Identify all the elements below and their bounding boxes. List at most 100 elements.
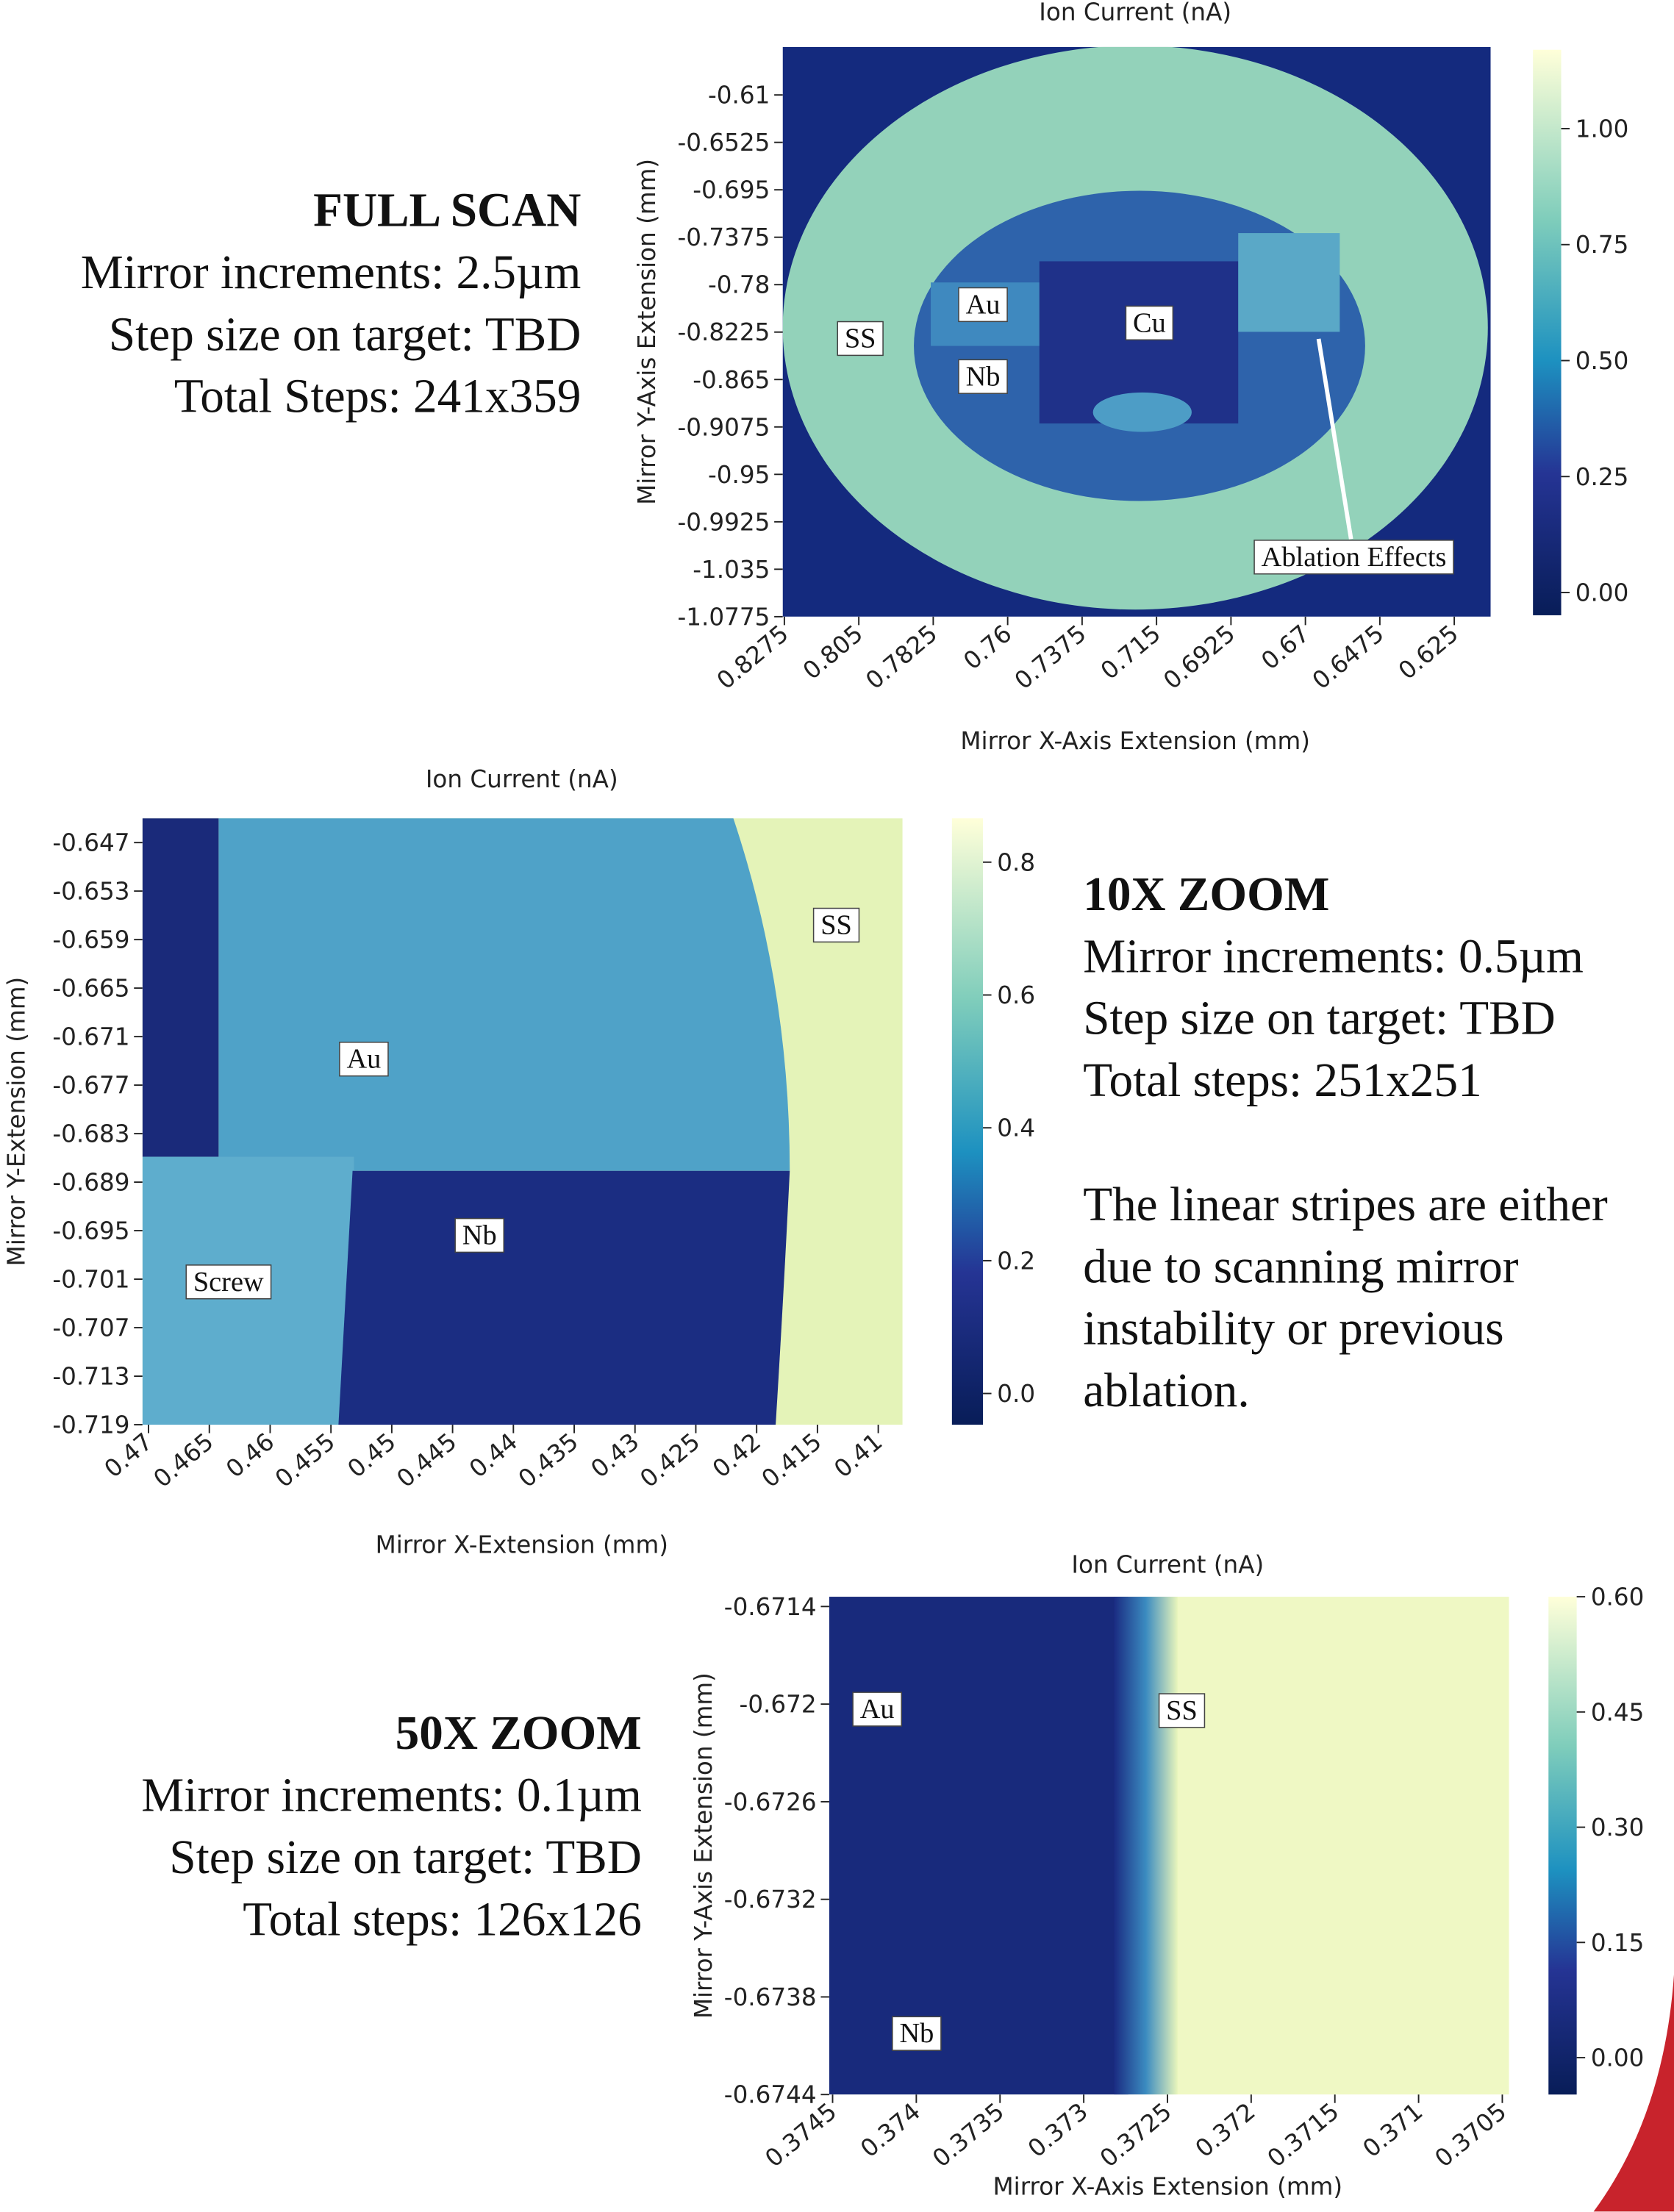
block-line: Total steps: 126x126 [243, 1893, 642, 1946]
x-tick-label: 0.425 [634, 1428, 705, 1493]
annotation-text: Cu [1133, 307, 1166, 338]
annotation: Screw [186, 1265, 271, 1299]
slide: Ion Current (nA) Mirror X-Axis Extension … [0, 0, 1674, 2212]
x-tick-label: 0.3705 [1429, 2097, 1512, 2172]
block-line: The linear stripes are either [1083, 1178, 1608, 1231]
annotation: SS [814, 909, 859, 942]
x-tick-label: 0.805 [798, 620, 868, 685]
y-tick-label: -0.695 [52, 1217, 129, 1245]
x-tick-label: 0.6925 [1158, 620, 1240, 695]
colorbar-tick-label: 0.25 [1575, 463, 1629, 491]
y-tick-label: -0.683 [52, 1120, 129, 1148]
annotation-text: Ablation Effects [1262, 542, 1447, 573]
annotation: Au [340, 1042, 388, 1076]
annotation-text: Au [966, 289, 1001, 320]
block-line: due to scanning mirror [1083, 1240, 1519, 1293]
y-axis-label: Mirror Y-Axis Extension (mm) [633, 159, 661, 505]
x-tick-label: 0.67 [1256, 620, 1314, 676]
y-tick-label: -0.61 [708, 82, 770, 110]
block-heading: 10X ZOOM [1083, 868, 1329, 921]
block-line: Mirror increments: 0.1µm [141, 1769, 642, 1822]
annotation: Ablation Effects [1254, 540, 1453, 574]
y-tick-label: -0.6744 [724, 2081, 817, 2109]
y-tick-label: -0.701 [52, 1266, 129, 1294]
y-tick-label: -0.653 [52, 878, 129, 906]
annotation: Nb [455, 1219, 504, 1253]
chart-title: Ion Current (nA) [426, 765, 618, 793]
block-line: ablation. [1083, 1364, 1249, 1417]
chart-title: Ion Current (nA) [1039, 0, 1231, 26]
annotation-text: Screw [193, 1267, 264, 1298]
colorbar [952, 818, 983, 1425]
y-tick-label: -1.0775 [678, 603, 770, 631]
x-tick-label: 0.371 [1357, 2097, 1428, 2163]
colorbar-tick-label: 0.15 [1591, 1929, 1645, 1957]
annotation: SS [1159, 1694, 1205, 1728]
y-tick-label: -0.9925 [678, 508, 770, 536]
colorbar-tick-label: 0.50 [1575, 347, 1629, 375]
y-tick-label: -0.719 [52, 1411, 129, 1439]
x-tick-label: 0.7375 [1009, 620, 1092, 695]
y-tick-label: -0.6738 [724, 1983, 817, 2011]
y-tick-label: -0.689 [52, 1169, 129, 1197]
colorbar-tick-label: 0.2 [997, 1247, 1035, 1275]
colorbar-tick-label: 0.60 [1591, 1583, 1645, 1611]
x-tick-label: 0.46 [221, 1428, 279, 1483]
x-tick-label: 0.465 [149, 1428, 219, 1493]
y-tick-label: -0.865 [693, 366, 770, 394]
y-tick-label: -0.95 [708, 461, 770, 489]
colorbar [1548, 1597, 1576, 2094]
x-tick-label: 0.41 [829, 1428, 887, 1483]
x-tick-label: 0.3735 [927, 2097, 1009, 2172]
x-tick-label: 0.455 [270, 1428, 340, 1493]
annotation: Au [853, 1692, 901, 1726]
annotation-text: SS [820, 909, 852, 940]
block-line: Step size on target: TBD [1083, 992, 1555, 1045]
x-tick-label: 0.445 [391, 1428, 462, 1493]
colorbar [1533, 50, 1561, 615]
y-tick-label: -0.672 [740, 1691, 817, 1719]
y-tick-label: -0.695 [693, 176, 770, 204]
y-tick-label: -1.035 [693, 556, 770, 584]
y-tick-label: -0.7375 [678, 223, 770, 251]
x-tick-label: 0.45 [343, 1428, 401, 1483]
block-line: Step size on target: TBD [109, 308, 581, 361]
x-tick-label: 0.415 [756, 1428, 827, 1493]
annotation-text: Au [860, 1694, 895, 1725]
annotation-text: Nb [966, 361, 1001, 392]
colorbar-tick-label: 0.4 [997, 1114, 1035, 1142]
block-heading: 50X ZOOM [396, 1707, 642, 1760]
y-tick-label: -0.6714 [724, 1593, 817, 1621]
chart-title: Ion Current (nA) [1071, 1550, 1264, 1578]
y-tick-label: -0.6732 [724, 1886, 817, 1914]
decoration [1594, 1975, 1674, 2211]
block-line: Mirror increments: 2.5µm [81, 246, 582, 299]
colorbar-tick-label: 0.8 [997, 848, 1035, 876]
x-tick-label: 0.3725 [1095, 2097, 1177, 2172]
x-tick-label: 0.6475 [1307, 620, 1389, 695]
y-tick-label: -0.8225 [678, 318, 770, 346]
colorbar-tick-label: 0.6 [997, 981, 1035, 1009]
annotation: Nb [959, 359, 1007, 393]
y-axis-label: Mirror Y-Extension (mm) [3, 977, 31, 1267]
annotation-text: Au [346, 1044, 381, 1075]
x-tick-label: 0.625 [1393, 620, 1464, 685]
colorbar-tick-label: 0.00 [1591, 2044, 1645, 2072]
y-tick-label: -0.671 [52, 1023, 129, 1051]
annotation-text: Nb [462, 1220, 497, 1250]
annotation: Au [959, 288, 1007, 322]
annotation: SS [837, 322, 883, 356]
y-tick-label: -0.647 [52, 829, 129, 857]
x-tick-label: 0.373 [1023, 2097, 1093, 2163]
block-line: Mirror increments: 0.5µm [1083, 930, 1584, 983]
block-line: Total Steps: 241x359 [174, 371, 581, 423]
y-tick-label: -0.659 [52, 926, 129, 954]
heatmap-image [143, 818, 903, 1425]
y-tick-label: -0.713 [52, 1363, 129, 1391]
x-axis-label: Mirror X-Axis Extension (mm) [993, 2172, 1343, 2200]
annotation-text: Nb [899, 2018, 934, 2049]
y-tick-label: -0.6726 [724, 1788, 817, 1816]
colorbar-tick-label: 0.00 [1575, 579, 1629, 607]
y-tick-label: -0.78 [708, 271, 770, 299]
block-heading: FULL SCAN [313, 184, 581, 237]
